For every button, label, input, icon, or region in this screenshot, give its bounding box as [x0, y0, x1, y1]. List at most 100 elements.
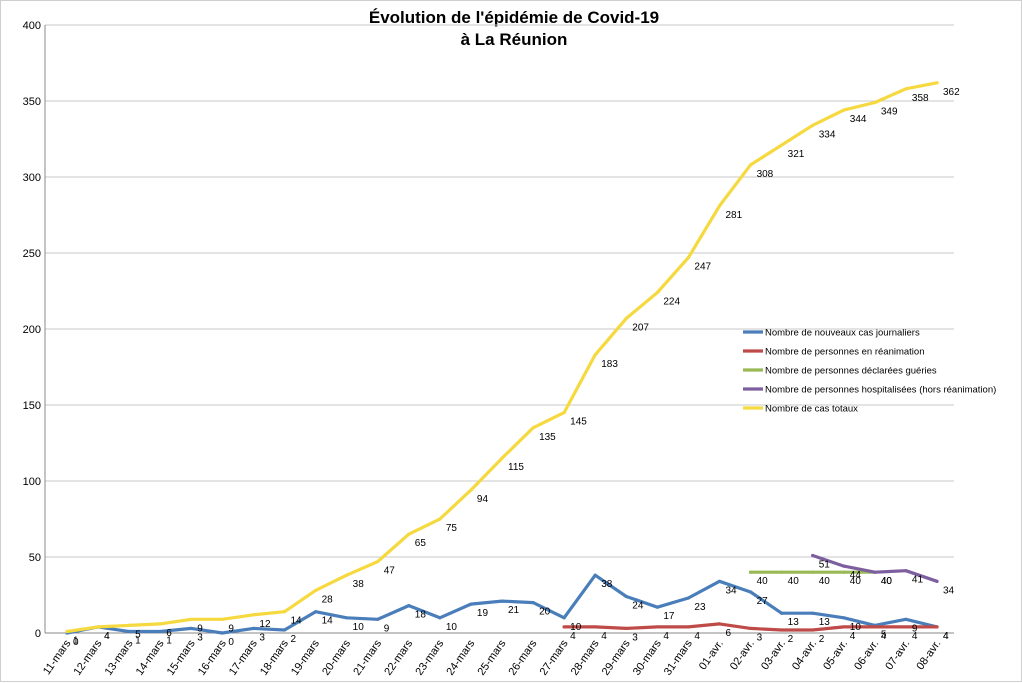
data-label: 20: [539, 607, 551, 618]
data-label: 344: [850, 114, 867, 125]
data-label: 362: [943, 87, 960, 98]
x-tick-label: 22-mars: [382, 637, 415, 677]
data-label: 40: [788, 576, 800, 587]
x-tick-label: 21-mars: [351, 637, 384, 677]
data-label: 10: [446, 622, 458, 633]
y-tick-label: 350: [23, 96, 41, 108]
data-label: 44: [850, 570, 862, 581]
data-label: 6: [726, 628, 732, 639]
data-label: 2: [788, 634, 794, 645]
legend-entry: Nombre de personnes en réanimation: [765, 347, 924, 358]
data-point: [904, 569, 908, 573]
data-label: 40: [757, 576, 769, 587]
x-tick-label: 31-mars: [662, 637, 695, 677]
x-tick-label: 04-avr.: [790, 638, 819, 672]
data-point: [780, 611, 784, 615]
data-point: [189, 617, 193, 621]
data-label: 65: [415, 538, 427, 549]
data-point: [593, 573, 597, 577]
x-tick-label: 20-mars: [320, 637, 353, 677]
data-point: [935, 625, 939, 629]
data-point: [438, 616, 442, 620]
data-point: [686, 255, 691, 260]
series-lines: [65, 81, 939, 635]
data-point: [345, 573, 349, 577]
data-label: 40: [850, 576, 862, 587]
data-point: [748, 626, 753, 631]
data-point: [904, 617, 908, 621]
data-label: 4: [694, 631, 700, 642]
data-point: [189, 626, 193, 631]
chart-title: Évolution de l'épidémie de Covid-19: [369, 8, 659, 27]
data-label: 4: [943, 631, 949, 642]
data-label: 5: [881, 629, 887, 640]
chart-subtitle: à La Réunion: [461, 30, 568, 49]
data-point: [96, 625, 100, 629]
data-label: 224: [663, 297, 680, 308]
data-point: [717, 204, 722, 208]
data-label: 13: [819, 617, 831, 628]
data-point: [376, 617, 380, 621]
data-label: 207: [632, 322, 649, 333]
data-point: [624, 626, 628, 631]
data-point: [593, 353, 597, 357]
x-tick-label: 30-mars: [631, 637, 664, 677]
data-label: 14: [322, 616, 334, 627]
x-tick-label: 03-avr.: [759, 638, 788, 672]
data-label: 13: [788, 617, 800, 628]
data-label: 10: [570, 622, 582, 633]
data-label: 308: [757, 169, 774, 180]
data-label: 9: [384, 623, 390, 634]
legend-entry: Nombre de personnes déclarées guéries: [765, 366, 937, 377]
data-label: 4: [881, 631, 887, 642]
data-point: [158, 622, 162, 626]
data-label: 40: [881, 576, 893, 587]
data-label: 183: [601, 359, 618, 370]
data-point: [624, 594, 628, 599]
data-label: 3: [757, 632, 763, 643]
data-point: [717, 622, 722, 626]
x-tick-label: 18-mars: [258, 637, 291, 677]
data-label: 0: [73, 637, 79, 648]
data-point: [313, 588, 318, 593]
x-tick-label: 02-avr.: [728, 638, 757, 672]
data-point: [811, 628, 815, 632]
data-label: 0: [228, 637, 234, 648]
data-label: 3: [632, 632, 638, 643]
data-label: 4: [850, 631, 856, 642]
data-label: 4: [570, 631, 576, 642]
data-label: 1: [135, 635, 141, 646]
data-label: 19: [477, 608, 489, 619]
data-label: 40: [881, 576, 893, 587]
data-label: 75: [446, 523, 458, 534]
data-point: [842, 616, 846, 620]
data-label: 38: [353, 579, 365, 590]
legend: Nombre de nouveaux cas journaliers Nombre…: [743, 328, 996, 415]
data-label: 2: [819, 634, 825, 645]
data-point: [282, 628, 287, 632]
x-tick-label: 27-mars: [538, 637, 571, 677]
data-label: 21: [508, 605, 520, 616]
data-point: [438, 517, 442, 521]
legend-entry: Nombre de cas totaux: [765, 404, 858, 415]
data-label: 115: [508, 462, 524, 473]
data-label: 4: [104, 631, 110, 642]
y-tick-label: 100: [23, 476, 41, 488]
x-tick-label: 26-mars: [507, 637, 540, 677]
data-point: [748, 590, 753, 594]
data-label: 12: [259, 619, 271, 630]
data-point: [313, 610, 318, 614]
y-tick-label: 0: [35, 628, 41, 640]
data-label: 34: [943, 585, 955, 596]
x-tick-labels: 11-mars12-mars13-mars14-mars15-mars16-ma…: [41, 637, 944, 677]
y-tick-label: 400: [23, 20, 41, 32]
data-point: [562, 625, 566, 629]
data-point: [811, 570, 815, 574]
data-label: 281: [726, 210, 743, 221]
x-tick-label: 24-mars: [444, 637, 477, 677]
data-label: 18: [415, 610, 427, 621]
data-label: 358: [912, 93, 929, 104]
data-label: 40: [819, 576, 831, 587]
data-point: [842, 108, 846, 112]
